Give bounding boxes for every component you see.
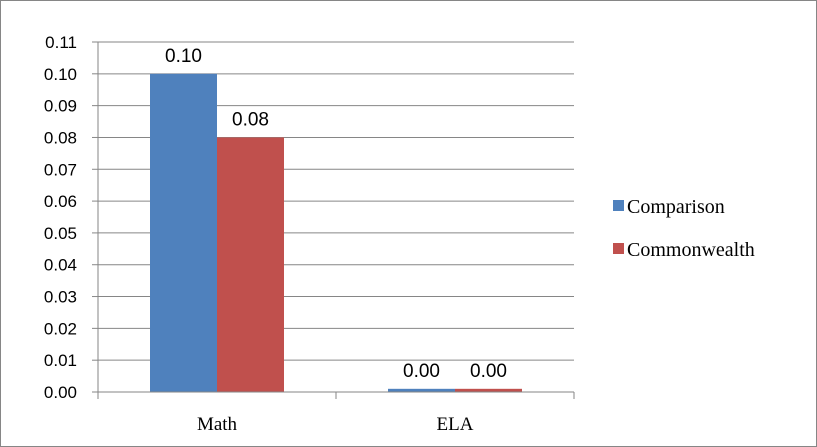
y-tick-label: 0.10 [44,65,77,84]
bars [150,73,522,393]
legend-swatch-commonwealth [613,243,624,254]
legend-swatch-comparison [613,200,624,211]
y-tick-label: 0.08 [44,128,77,147]
x-category-label: ELA [437,414,474,435]
bar-comparison-ela [388,388,455,392]
y-tick-label: 0.05 [44,224,77,243]
legend: Comparison Commonwealth [613,196,755,261]
legend-label: Commonwealth [627,239,755,261]
data-labels: 0.10 0.08 0.00 0.00 [165,46,507,382]
y-tick-label: 0.07 [44,160,77,179]
bar-commonwealth-math [217,137,284,392]
data-label: 0.00 [470,361,507,382]
y-tick-label: 0.02 [44,319,77,338]
y-tick-label: 0.03 [44,288,77,307]
x-category-label: Math [197,414,238,435]
y-tick-label: 0.06 [44,192,77,211]
x-axis-categories: Math ELA [197,414,474,435]
legend-label: Comparison [627,196,725,218]
y-tick-label: 0.09 [44,97,77,116]
bar-comparison-math [150,73,217,393]
data-label: 0.10 [165,46,202,67]
data-label: 0.08 [232,109,269,130]
axes [97,42,575,399]
bar-commonwealth-ela [455,388,522,392]
y-tick-label: 0.04 [44,256,77,275]
data-label: 0.00 [403,361,440,382]
y-tick-label: 0.01 [44,351,77,370]
y-axis-ticks: 0.00 0.01 0.02 0.03 0.04 0.05 0.06 0.07 0.08 0.09… [44,33,98,402]
y-tick-label: 0.00 [44,383,77,402]
y-tick-label: 0.11 [45,33,77,52]
